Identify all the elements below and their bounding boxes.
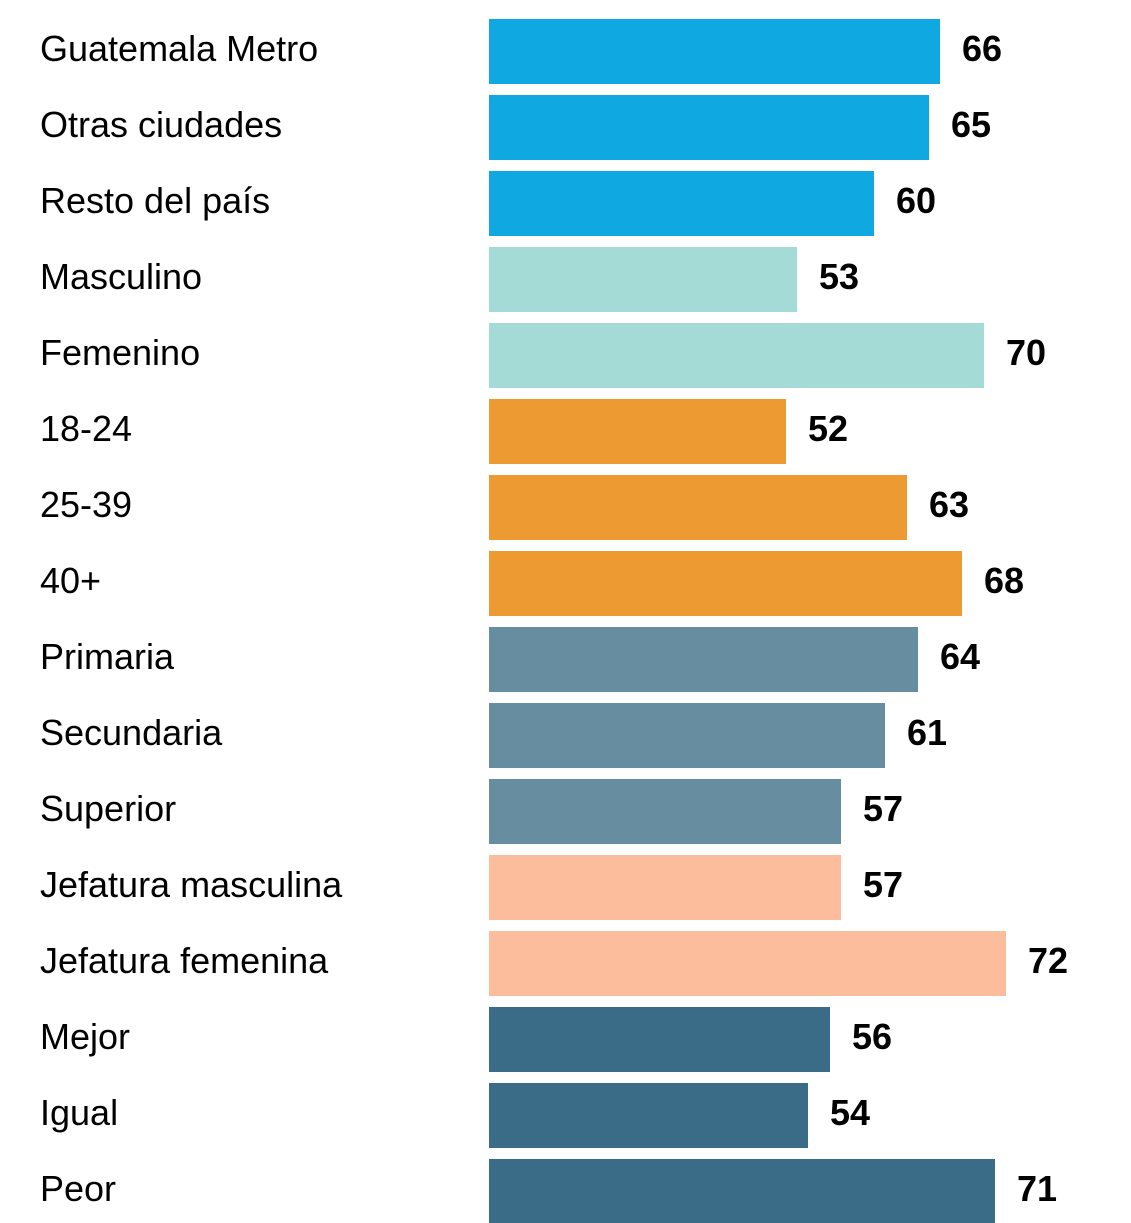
value-label: 53 [819, 256, 859, 297]
value-label: 57 [863, 864, 903, 905]
value-label: 66 [962, 28, 1002, 69]
category-label: Mejor [40, 1016, 130, 1057]
bar [489, 1007, 830, 1072]
value-label: 70 [1006, 332, 1046, 373]
bar [489, 323, 984, 388]
bar [489, 855, 841, 920]
value-label: 71 [1017, 1168, 1057, 1209]
bar [489, 19, 940, 84]
category-label: Otras ciudades [40, 104, 282, 145]
category-label: Jefatura femenina [40, 940, 329, 981]
bar [489, 399, 786, 464]
bar [489, 627, 918, 692]
bar [489, 703, 885, 768]
value-label: 56 [852, 1016, 892, 1057]
value-label: 57 [863, 788, 903, 829]
bar [489, 779, 841, 844]
bar [489, 931, 1006, 996]
value-label: 54 [830, 1092, 870, 1133]
category-label: 40+ [40, 560, 101, 601]
value-label: 65 [951, 104, 991, 145]
category-label: Igual [40, 1092, 118, 1133]
value-label: 64 [940, 636, 980, 677]
value-label: 68 [984, 560, 1024, 601]
value-label: 61 [907, 712, 947, 753]
category-label: Primaria [40, 636, 175, 677]
category-label: Guatemala Metro [40, 28, 318, 69]
value-label: 63 [929, 484, 969, 525]
category-label: 25-39 [40, 484, 132, 525]
category-label: Peor [40, 1168, 116, 1209]
category-label: Femenino [40, 332, 200, 373]
value-label: 72 [1028, 940, 1068, 981]
category-label: Jefatura masculina [40, 864, 343, 905]
bar [489, 1159, 995, 1223]
bar [489, 1083, 808, 1148]
value-label: 60 [896, 180, 936, 221]
category-label: Superior [40, 788, 176, 829]
category-label: Masculino [40, 256, 202, 297]
category-label: Resto del país [40, 180, 270, 221]
bar [489, 247, 797, 312]
bar [489, 95, 929, 160]
category-label: 18-24 [40, 408, 132, 449]
bar [489, 171, 874, 236]
bar [489, 551, 962, 616]
bar [489, 475, 907, 540]
category-label: Secundaria [40, 712, 223, 753]
value-label: 52 [808, 408, 848, 449]
